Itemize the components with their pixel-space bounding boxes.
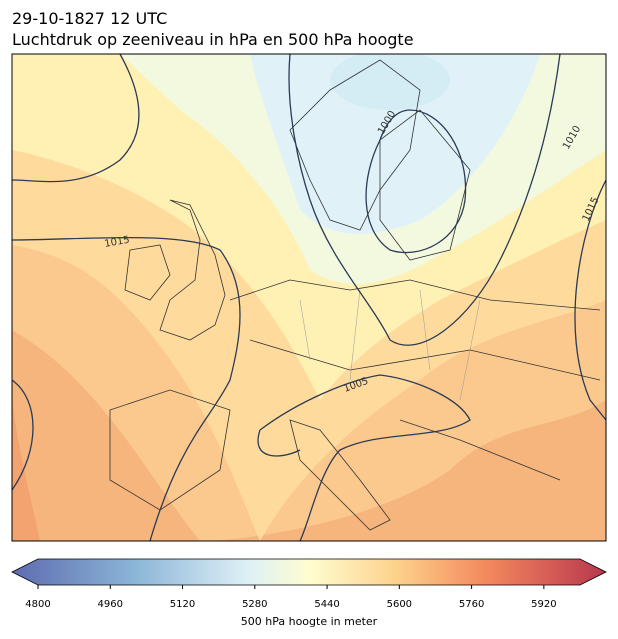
colorbar-tick-label: 5120 (170, 599, 195, 610)
isobar (12, 54, 140, 491)
coastline (379, 109, 471, 261)
colorbar-tick-label: 5280 (242, 599, 267, 610)
map-frame (11, 53, 607, 542)
colorbar-label: 500 hPa hoogte in meter (241, 615, 378, 628)
colorbar-tick-label: 5920 (531, 599, 556, 610)
isobar (257, 374, 471, 541)
coastline (109, 389, 231, 511)
coastline (289, 419, 391, 531)
coastline (124, 244, 171, 301)
isobar (365, 109, 467, 254)
isobar (12, 179, 606, 541)
colorbar (11, 558, 607, 586)
map-date: 29-10-1827 12 UTC (12, 9, 167, 28)
coastline (159, 199, 226, 341)
field-band (330, 54, 450, 110)
colorbar-tick-label: 5760 (459, 599, 484, 610)
field-band (250, 54, 540, 234)
contour-label: 1015 (104, 235, 131, 250)
border (299, 289, 481, 401)
colorbar-tick-label: 4800 (25, 599, 50, 610)
map: 1000 1010 1015 1015 1005 (12, 54, 606, 541)
colorbar-tick-label: 5440 (314, 599, 339, 610)
colorbar-tick-label: 4960 (98, 599, 123, 610)
map-title: Luchtdruk op zeeniveau in hPa en 500 hPa… (12, 30, 414, 49)
coastline (289, 59, 421, 231)
border (229, 279, 601, 481)
colorbar-body (11, 558, 607, 586)
isobar (288, 54, 561, 346)
colorbar-tick-label: 5600 (387, 599, 412, 610)
